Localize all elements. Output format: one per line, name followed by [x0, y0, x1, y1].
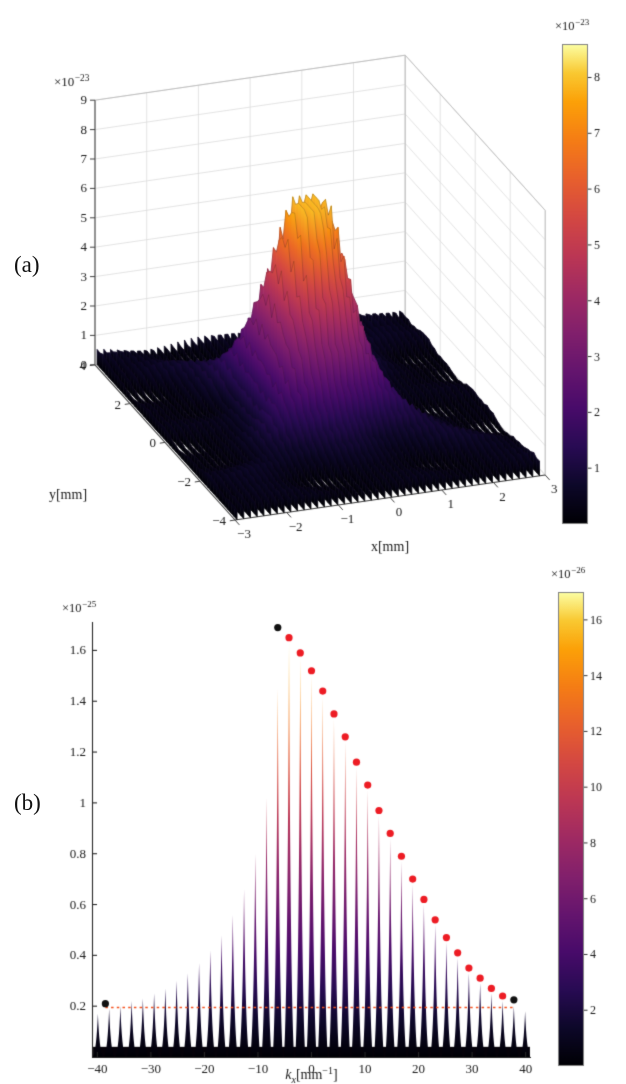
surface-plot-canvas-a — [0, 0, 626, 565]
comb-plot-canvas-b — [0, 565, 626, 1084]
